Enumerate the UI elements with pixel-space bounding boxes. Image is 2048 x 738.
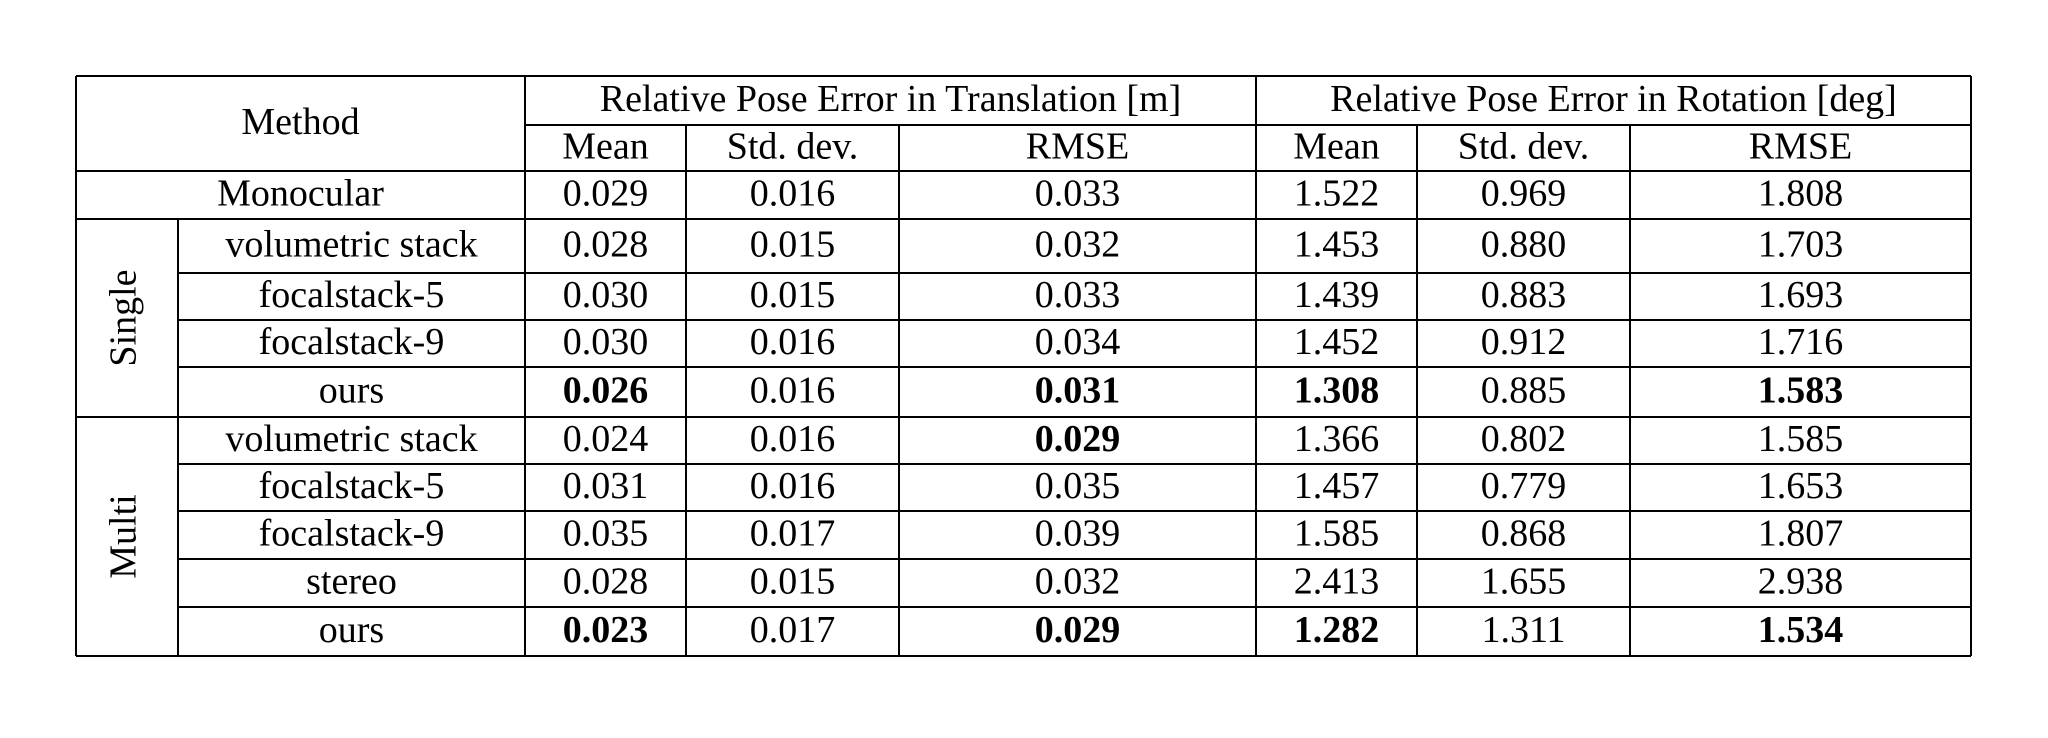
value-cell: 0.880 xyxy=(1481,224,1567,266)
value-cell: 0.029 xyxy=(1035,609,1121,651)
value-cell: 0.026 xyxy=(563,370,649,412)
value-cell: 0.034 xyxy=(1035,321,1121,363)
value-cell: 0.039 xyxy=(1035,513,1121,555)
value-cell: 1.585 xyxy=(1294,513,1380,555)
value-cell: 0.912 xyxy=(1481,321,1567,363)
value-cell: 0.030 xyxy=(563,274,649,316)
value-cell: 0.032 xyxy=(1035,561,1121,603)
value-cell: 1.583 xyxy=(1758,370,1844,412)
method-cell: ours xyxy=(319,609,384,651)
value-cell: 0.016 xyxy=(750,465,836,507)
value-cell: 2.938 xyxy=(1758,561,1844,603)
value-cell: 0.031 xyxy=(1035,370,1121,412)
method-cell: stereo xyxy=(306,561,397,603)
value-cell: 1.439 xyxy=(1294,274,1380,316)
method-cell: focalstack-5 xyxy=(259,274,445,316)
value-cell: 1.808 xyxy=(1758,173,1844,215)
header-cell: Method xyxy=(241,101,359,143)
value-cell: 0.969 xyxy=(1481,173,1567,215)
value-cell: 1.807 xyxy=(1758,513,1844,555)
value-cell: 0.029 xyxy=(1035,418,1121,460)
value-cell: 0.015 xyxy=(750,274,836,316)
value-cell: 1.311 xyxy=(1481,609,1565,651)
value-cell: 0.035 xyxy=(563,513,649,555)
group-label: Single xyxy=(103,269,145,366)
value-cell: 0.024 xyxy=(563,418,649,460)
value-cell: 0.779 xyxy=(1481,465,1567,507)
value-cell: 0.033 xyxy=(1035,274,1121,316)
value-cell: 0.030 xyxy=(563,321,649,363)
value-cell: 1.522 xyxy=(1294,173,1380,215)
value-cell: 2.413 xyxy=(1294,561,1380,603)
value-cell: 0.885 xyxy=(1481,370,1567,412)
header-cell: Std. dev. xyxy=(1458,126,1590,168)
method-cell: volumetric stack xyxy=(225,418,477,460)
value-cell: 1.366 xyxy=(1294,418,1380,460)
value-cell: 0.032 xyxy=(1035,224,1121,266)
value-cell: 1.457 xyxy=(1294,465,1380,507)
value-cell: 1.453 xyxy=(1294,224,1380,266)
value-cell: 1.534 xyxy=(1758,609,1844,651)
value-cell: 0.802 xyxy=(1481,418,1567,460)
value-cell: 0.868 xyxy=(1481,513,1567,555)
value-cell: 0.028 xyxy=(563,224,649,266)
method-cell: volumetric stack xyxy=(225,224,477,266)
header-group: Relative Pose Error in Rotation [deg] xyxy=(1330,78,1897,120)
header-group: Relative Pose Error in Translation [m] xyxy=(600,78,1182,120)
header-cell: Std. dev. xyxy=(727,126,859,168)
header-cell: Mean xyxy=(562,126,649,168)
value-cell: 1.308 xyxy=(1294,370,1380,412)
value-cell: 0.016 xyxy=(750,321,836,363)
value-cell: 0.015 xyxy=(750,224,836,266)
value-cell: 0.016 xyxy=(750,418,836,460)
method-cell: focalstack-9 xyxy=(259,321,445,363)
value-cell: 0.016 xyxy=(750,370,836,412)
value-cell: 0.017 xyxy=(750,513,836,555)
value-cell: 1.703 xyxy=(1758,224,1844,266)
value-cell: 0.015 xyxy=(750,561,836,603)
method-cell: focalstack-9 xyxy=(259,513,445,555)
value-cell: 1.716 xyxy=(1758,321,1844,363)
method-cell: focalstack-5 xyxy=(259,465,445,507)
value-cell: 1.585 xyxy=(1758,418,1844,460)
value-cell: 0.033 xyxy=(1035,173,1121,215)
value-cell: 1.452 xyxy=(1294,321,1380,363)
value-cell: 0.031 xyxy=(563,465,649,507)
value-cell: 1.653 xyxy=(1758,465,1844,507)
value-cell: 0.017 xyxy=(750,609,836,651)
value-cell: 0.035 xyxy=(1035,465,1121,507)
value-cell: 0.029 xyxy=(563,173,649,215)
header-cell: Mean xyxy=(1293,126,1380,168)
value-cell: 0.016 xyxy=(750,173,836,215)
value-cell: 1.693 xyxy=(1758,274,1844,316)
value-cell: 1.655 xyxy=(1481,561,1567,603)
method-cell: ours xyxy=(319,370,384,412)
value-cell: 0.028 xyxy=(563,561,649,603)
value-cell: 0.023 xyxy=(563,609,649,651)
group-label: Multi xyxy=(103,494,145,578)
header-cell: RMSE xyxy=(1026,126,1129,168)
value-cell: 0.883 xyxy=(1481,274,1567,316)
method-cell: Monocular xyxy=(217,173,384,215)
header-cell: RMSE xyxy=(1749,126,1852,168)
value-cell: 1.282 xyxy=(1294,609,1380,651)
